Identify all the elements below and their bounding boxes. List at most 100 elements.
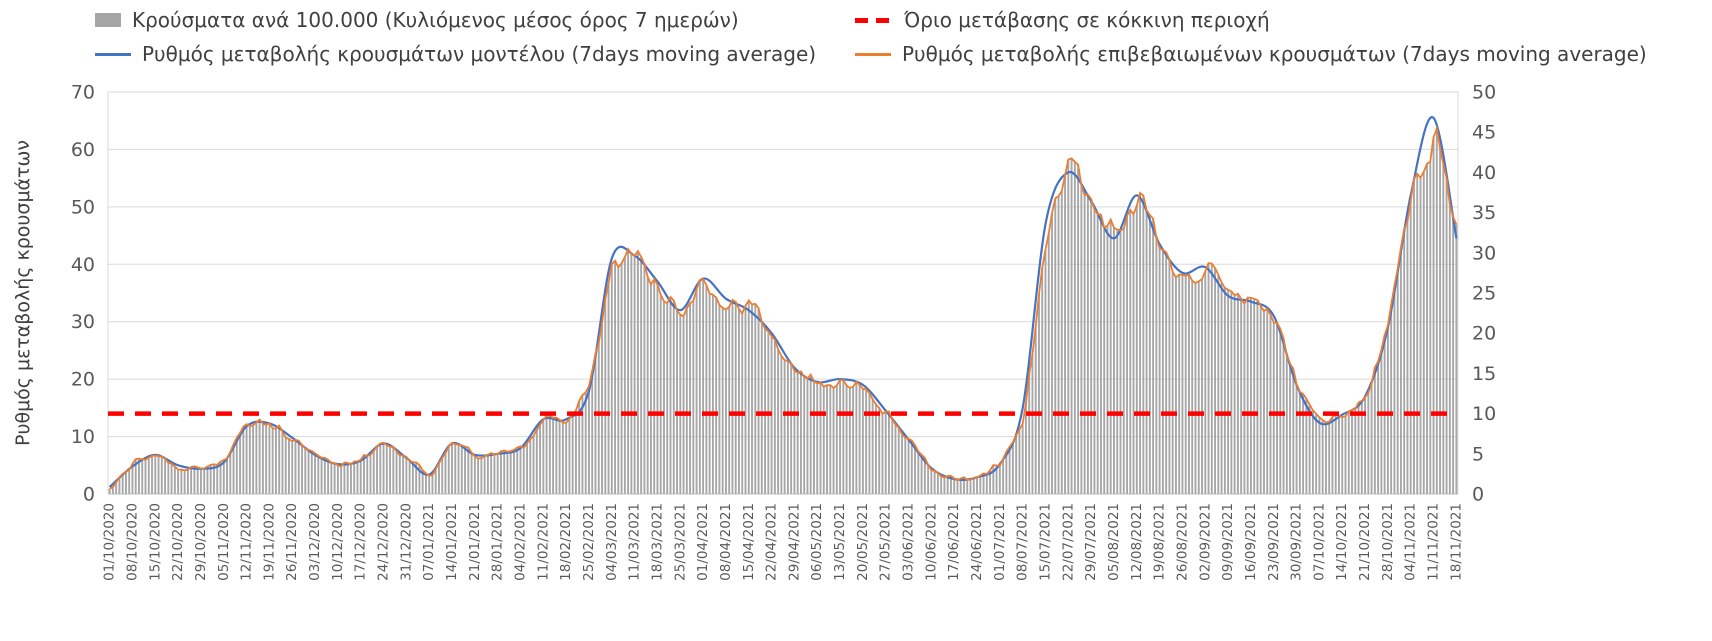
bar bbox=[1178, 274, 1181, 494]
bar bbox=[1302, 393, 1305, 494]
bar bbox=[1168, 259, 1171, 494]
bar bbox=[855, 381, 858, 494]
model-line-swatch bbox=[95, 52, 131, 56]
bar bbox=[1044, 249, 1047, 494]
x-axis-label: 25/02/2021 bbox=[581, 503, 597, 581]
bar bbox=[1373, 367, 1376, 494]
bar bbox=[891, 419, 894, 494]
x-axis-label: 06/05/2021 bbox=[809, 503, 825, 581]
bar bbox=[1116, 229, 1119, 495]
bar bbox=[1282, 338, 1285, 494]
bar bbox=[907, 438, 910, 494]
bar bbox=[1419, 177, 1422, 494]
bar bbox=[310, 451, 313, 494]
bar bbox=[643, 263, 646, 494]
bar bbox=[568, 418, 571, 494]
bar bbox=[1018, 429, 1021, 494]
bar bbox=[1298, 391, 1301, 494]
bar bbox=[261, 423, 264, 494]
bar bbox=[914, 445, 917, 494]
bar bbox=[513, 449, 515, 494]
bar bbox=[698, 280, 701, 494]
left-axis-tick-label: 50 bbox=[71, 196, 95, 218]
bar bbox=[304, 448, 307, 494]
bar bbox=[620, 263, 623, 494]
bar bbox=[1409, 200, 1412, 495]
bar bbox=[177, 469, 180, 494]
bar bbox=[1011, 442, 1014, 494]
bar bbox=[1269, 314, 1272, 494]
bar bbox=[1024, 403, 1027, 494]
bar bbox=[1256, 299, 1259, 494]
bar bbox=[1341, 417, 1344, 494]
bar bbox=[793, 370, 796, 494]
bar bbox=[173, 466, 176, 494]
bar bbox=[490, 453, 493, 494]
bar bbox=[499, 451, 502, 494]
bar bbox=[369, 454, 372, 494]
bar bbox=[1220, 282, 1223, 494]
bar bbox=[565, 422, 568, 494]
bar bbox=[483, 456, 486, 494]
bar bbox=[842, 380, 845, 494]
bar bbox=[317, 455, 320, 494]
bar bbox=[1344, 416, 1347, 494]
bar bbox=[235, 437, 238, 494]
x-axis-label: 21/01/2021 bbox=[467, 503, 483, 581]
bar bbox=[284, 437, 287, 494]
bar bbox=[209, 464, 212, 494]
bar bbox=[454, 444, 457, 494]
bar bbox=[1047, 233, 1050, 494]
bar bbox=[672, 300, 675, 494]
bar bbox=[134, 459, 137, 494]
bar bbox=[610, 263, 613, 494]
x-axis-label: 14/10/2021 bbox=[1334, 503, 1350, 581]
bar bbox=[649, 284, 652, 494]
bar bbox=[372, 450, 375, 494]
bar bbox=[799, 371, 802, 494]
x-axis-label: 30/09/2021 bbox=[1289, 503, 1305, 581]
bar bbox=[920, 454, 923, 494]
bar bbox=[1142, 195, 1145, 494]
bar bbox=[1442, 163, 1445, 494]
bar bbox=[1321, 420, 1324, 494]
bar bbox=[395, 451, 398, 494]
bar bbox=[1161, 249, 1164, 494]
bar bbox=[1093, 209, 1096, 494]
bar bbox=[526, 443, 528, 494]
bar bbox=[1148, 214, 1151, 495]
bar bbox=[738, 308, 740, 494]
x-axis-label: 04/02/2021 bbox=[513, 503, 529, 581]
bar bbox=[128, 470, 131, 494]
bar bbox=[144, 459, 147, 494]
bar bbox=[242, 426, 245, 494]
bar bbox=[757, 307, 760, 494]
bar bbox=[1214, 268, 1217, 494]
bar bbox=[627, 248, 630, 494]
bar bbox=[340, 466, 343, 494]
bar bbox=[705, 285, 708, 494]
bar bbox=[861, 388, 864, 494]
bar bbox=[669, 297, 672, 494]
bar bbox=[829, 385, 832, 494]
bar bbox=[183, 470, 186, 494]
bar bbox=[1429, 161, 1432, 494]
bar bbox=[656, 284, 659, 494]
bar bbox=[927, 464, 930, 494]
right-axis-tick-label: 40 bbox=[1472, 162, 1496, 184]
bar bbox=[1067, 159, 1070, 495]
right-axis-tick-label: 25 bbox=[1472, 283, 1496, 305]
bar bbox=[1194, 283, 1197, 494]
bar bbox=[1289, 363, 1292, 494]
x-axis-label: 25/03/2021 bbox=[672, 503, 688, 581]
x-axis-label: 03/12/2020 bbox=[307, 503, 323, 581]
bar bbox=[1054, 198, 1057, 494]
chart-legend: Κρούσματα ανά 100.000 (Κυλιόμενος μέσος … bbox=[0, 0, 1712, 78]
model-rate-line bbox=[108, 116, 1458, 488]
bar bbox=[389, 447, 392, 494]
x-axis-label: 27/05/2021 bbox=[878, 503, 894, 581]
bar bbox=[1370, 383, 1373, 494]
bar bbox=[972, 477, 975, 494]
right-axis-tick-label: 0 bbox=[1472, 484, 1484, 506]
